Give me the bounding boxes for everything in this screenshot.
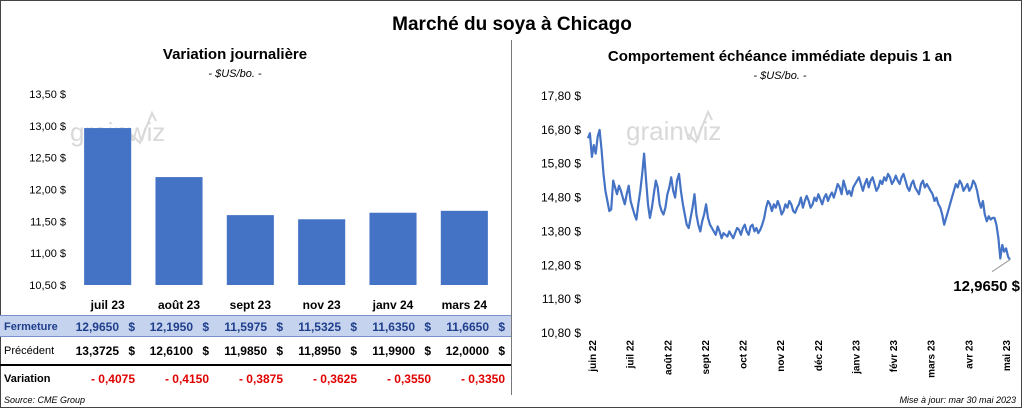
y-tick-label: 11,00 $ bbox=[30, 248, 66, 260]
y-tick-label: 10,80 $ bbox=[541, 326, 581, 340]
currency-symbol: $ bbox=[424, 344, 431, 358]
x-tick-label: mars 23 bbox=[927, 340, 938, 378]
currency-symbol: $ bbox=[498, 344, 505, 358]
watermark-logo: grainwiz bbox=[626, 109, 721, 146]
x-tick-label: janv 24 bbox=[372, 298, 414, 312]
bar bbox=[440, 210, 488, 285]
watermark-text: grainwiz bbox=[626, 116, 721, 146]
x-tick-label: janv 23 bbox=[851, 340, 862, 375]
currency-symbol: $ bbox=[276, 344, 283, 358]
currency-symbol: $ bbox=[276, 320, 283, 334]
table-cell: - 0,4075 bbox=[90, 372, 135, 386]
x-tick-label: févr 23 bbox=[889, 340, 900, 373]
table-cell: 11,5975 bbox=[224, 320, 267, 334]
currency-symbol: $ bbox=[128, 320, 135, 334]
bar bbox=[84, 128, 132, 285]
currency-symbol: $ bbox=[498, 320, 505, 334]
line-chart: grainwiz 10,80 $ 11,80 $ 12,80 $ 13,80 $ 14,8… bbox=[541, 89, 1021, 378]
table-cell: 11,9900 bbox=[372, 344, 415, 358]
watermark-mark bbox=[687, 109, 713, 144]
table-cell: 11,6350 bbox=[372, 320, 415, 334]
right-chart-unit: - $US/bo. - bbox=[753, 70, 807, 82]
table-cell: 11,9850 bbox=[224, 344, 267, 358]
y-tick-label: 13,00 $ bbox=[29, 121, 66, 133]
table-cell: 13,3725 bbox=[75, 344, 119, 358]
y-tick-label: 17,80 $ bbox=[541, 89, 581, 103]
y-tick-label: 13,50 $ bbox=[29, 89, 66, 101]
x-tick-label: sept 22 bbox=[701, 340, 712, 375]
x-tick-label: juil 23 bbox=[90, 298, 125, 312]
x-tick-label: nov 23 bbox=[303, 298, 341, 312]
last-value-leader bbox=[991, 259, 1011, 273]
y-tick-label: 10,50 $ bbox=[29, 280, 66, 292]
bar bbox=[155, 177, 203, 285]
x-tick-label: août 22 bbox=[663, 340, 674, 375]
table-cell: 12,6100 bbox=[149, 344, 193, 358]
left-chart-unit: - $US/bo. - bbox=[208, 68, 262, 80]
source-note: Source: CME Group bbox=[4, 395, 86, 405]
x-tick-label: mars 24 bbox=[442, 298, 488, 312]
table-cell: 12,9650 bbox=[75, 320, 119, 334]
table-cell: - 0,4150 bbox=[164, 372, 209, 386]
row-label: Variation bbox=[4, 373, 51, 385]
currency-symbol: $ bbox=[424, 320, 431, 334]
panel-divider bbox=[511, 40, 512, 395]
bar bbox=[298, 219, 346, 285]
x-tick-label: oct 22 bbox=[739, 340, 750, 369]
table-cell: 11,8950 bbox=[298, 344, 341, 358]
table-cell: 12,0000 bbox=[445, 344, 489, 358]
y-tick-label: 15,80 $ bbox=[541, 157, 581, 171]
y-tick-label: 14,80 $ bbox=[541, 191, 581, 205]
currency-symbol: $ bbox=[202, 344, 209, 358]
currency-symbol: $ bbox=[350, 320, 357, 334]
y-tick-label: 13,80 $ bbox=[541, 224, 581, 238]
row-label: Précédent bbox=[4, 345, 55, 357]
x-tick-label: juin 22 bbox=[588, 340, 599, 373]
x-tick-label: mai 23 bbox=[1002, 340, 1013, 372]
update-note: Mise à jour: mar 30 mai 2023 bbox=[899, 395, 1016, 405]
table-cell: 11,6650 bbox=[446, 320, 489, 334]
table-rule bbox=[0, 364, 511, 366]
x-tick-label: août 23 bbox=[158, 298, 200, 312]
page-title: Marché du soya à Chicago bbox=[392, 14, 632, 35]
last-value-label: 12,9650 $ bbox=[953, 278, 1020, 295]
table-row-previous: Précédent 13,3725 $12,6100 $11,9850 $11,8950… bbox=[0, 340, 511, 362]
y-tick-label: 11,80 $ bbox=[542, 292, 581, 306]
currency-symbol: $ bbox=[350, 344, 357, 358]
y-tick-label: 12,50 $ bbox=[29, 153, 66, 165]
table-row-variation: Variation - 0,4075 - 0,4150 - 0,3875 - 0,362… bbox=[0, 368, 511, 390]
x-tick-label: déc 22 bbox=[814, 340, 825, 372]
table-cell: - 0,3350 bbox=[460, 372, 505, 386]
left-chart-title: Variation journalière bbox=[162, 46, 308, 63]
currency-symbol: $ bbox=[128, 344, 135, 358]
table-row-close: Fermeture 12,9650 $12,1950 $11,5975 $11,5325… bbox=[0, 315, 511, 337]
series-line bbox=[586, 128, 1011, 261]
table-cell: 11,5325 bbox=[298, 320, 341, 334]
y-tick-label: 12,80 $ bbox=[541, 258, 581, 272]
x-tick-label: juil 22 bbox=[626, 340, 637, 370]
bar bbox=[369, 212, 417, 285]
y-tick-label: 11,50 $ bbox=[30, 216, 66, 228]
row-label: Fermeture bbox=[4, 321, 58, 333]
bar bbox=[226, 215, 274, 285]
y-tick-label: 12,00 $ bbox=[29, 185, 66, 197]
currency-symbol: $ bbox=[202, 320, 209, 334]
right-chart-title: Comportement échéance immédiate depuis 1… bbox=[607, 48, 953, 65]
watermark-mark bbox=[131, 110, 157, 145]
x-tick-label: sept 23 bbox=[230, 298, 272, 312]
table-cell: - 0,3875 bbox=[238, 372, 283, 386]
x-tick-label: nov 22 bbox=[776, 340, 787, 372]
y-tick-label: 16,80 $ bbox=[541, 123, 581, 137]
table-cell: - 0,3550 bbox=[386, 372, 431, 386]
table-cell: 12,1950 bbox=[149, 320, 193, 334]
table-cell: - 0,3625 bbox=[312, 372, 357, 386]
x-tick-label: avr 23 bbox=[964, 340, 975, 369]
